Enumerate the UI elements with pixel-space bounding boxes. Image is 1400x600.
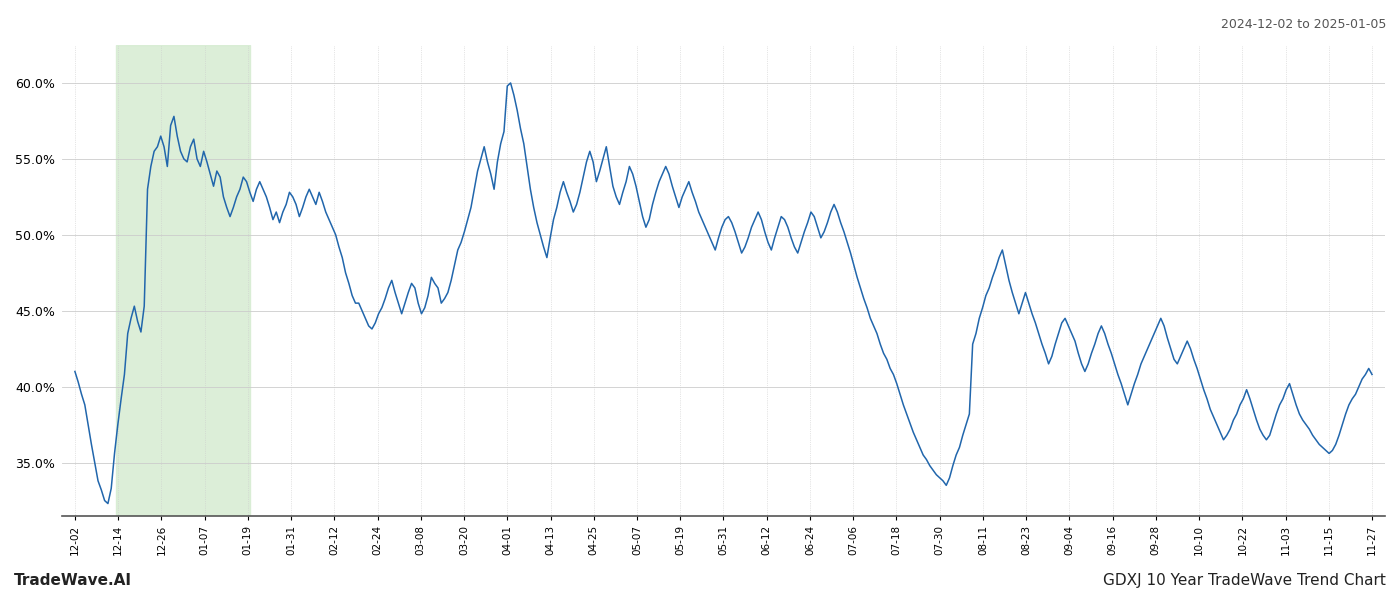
Text: GDXJ 10 Year TradeWave Trend Chart: GDXJ 10 Year TradeWave Trend Chart	[1103, 573, 1386, 588]
Text: TradeWave.AI: TradeWave.AI	[14, 573, 132, 588]
Bar	[116, 45, 251, 516]
Text: 2024-12-02 to 2025-01-05: 2024-12-02 to 2025-01-05	[1221, 18, 1386, 31]
